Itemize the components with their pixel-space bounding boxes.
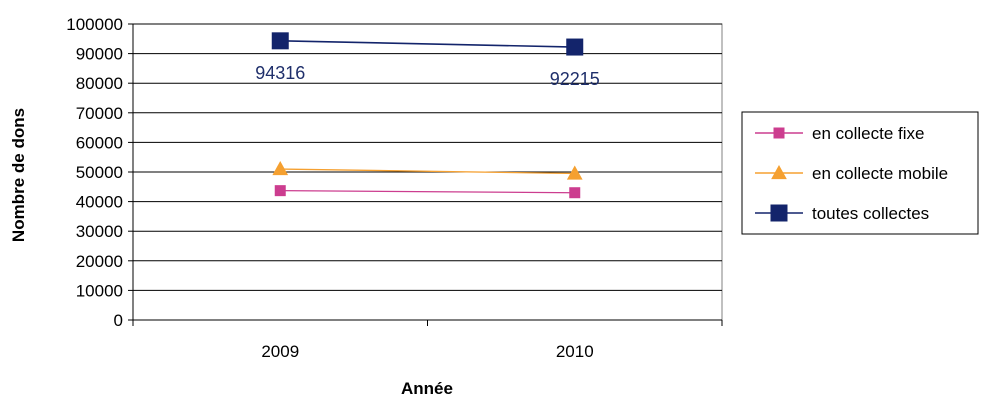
legend-entry: en collecte fixe [755,124,924,143]
data-label: 94316 [255,63,305,83]
y-tick-label: 20000 [76,252,123,271]
y-axis-title: Nombre de dons [9,108,28,242]
legend-entry: en collecte mobile [755,164,948,183]
y-tick-label: 50000 [76,163,123,182]
y-tick-label: 0 [114,311,123,330]
grid-lines [132,23,723,321]
y-tick-label: 100000 [66,15,123,34]
x-tick-label: 2010 [556,342,594,361]
legend-entry: toutes collectes [755,204,929,223]
series-line [280,40,575,48]
legend-label: en collecte fixe [812,124,924,143]
series-en-collecte-fixe [274,185,581,199]
y-tick-label: 70000 [76,104,123,123]
legend-label: en collecte mobile [812,164,948,183]
y-tick-label: 40000 [76,193,123,212]
legend-label: toutes collectes [812,204,929,223]
data-point [566,165,583,180]
x-tick-label: 2009 [261,342,299,361]
y-tick-label: 60000 [76,133,123,152]
data-labels: 94316 92215 [255,63,600,89]
data-point [274,185,286,197]
y-tick-label: 30000 [76,222,123,241]
series-line [280,168,575,175]
legend-marker [773,127,785,139]
series-en-collecte-mobile [272,161,583,180]
y-tick-label: 90000 [76,45,123,64]
y-tick-label: 80000 [76,74,123,93]
x-axis-title: Année [401,379,453,398]
x-tick-labels: 2009 2010 [261,342,593,361]
data-point [569,187,581,199]
data-point [272,161,289,176]
legend-marker [771,164,787,180]
legend-marker [770,204,788,222]
data-point [566,38,584,56]
axes [128,23,723,326]
data-point [271,32,289,50]
series-toutes-collectes [271,32,584,56]
series [271,32,584,199]
legend: en collecte fixe en collecte mobile toutes… [741,111,979,235]
series-line [280,189,575,194]
y-tick-labels: 0 10000 20000 30000 40000 50000 60000 70000 8000… [66,15,123,330]
data-label: 92215 [550,69,600,89]
y-tick-label: 10000 [76,281,123,300]
